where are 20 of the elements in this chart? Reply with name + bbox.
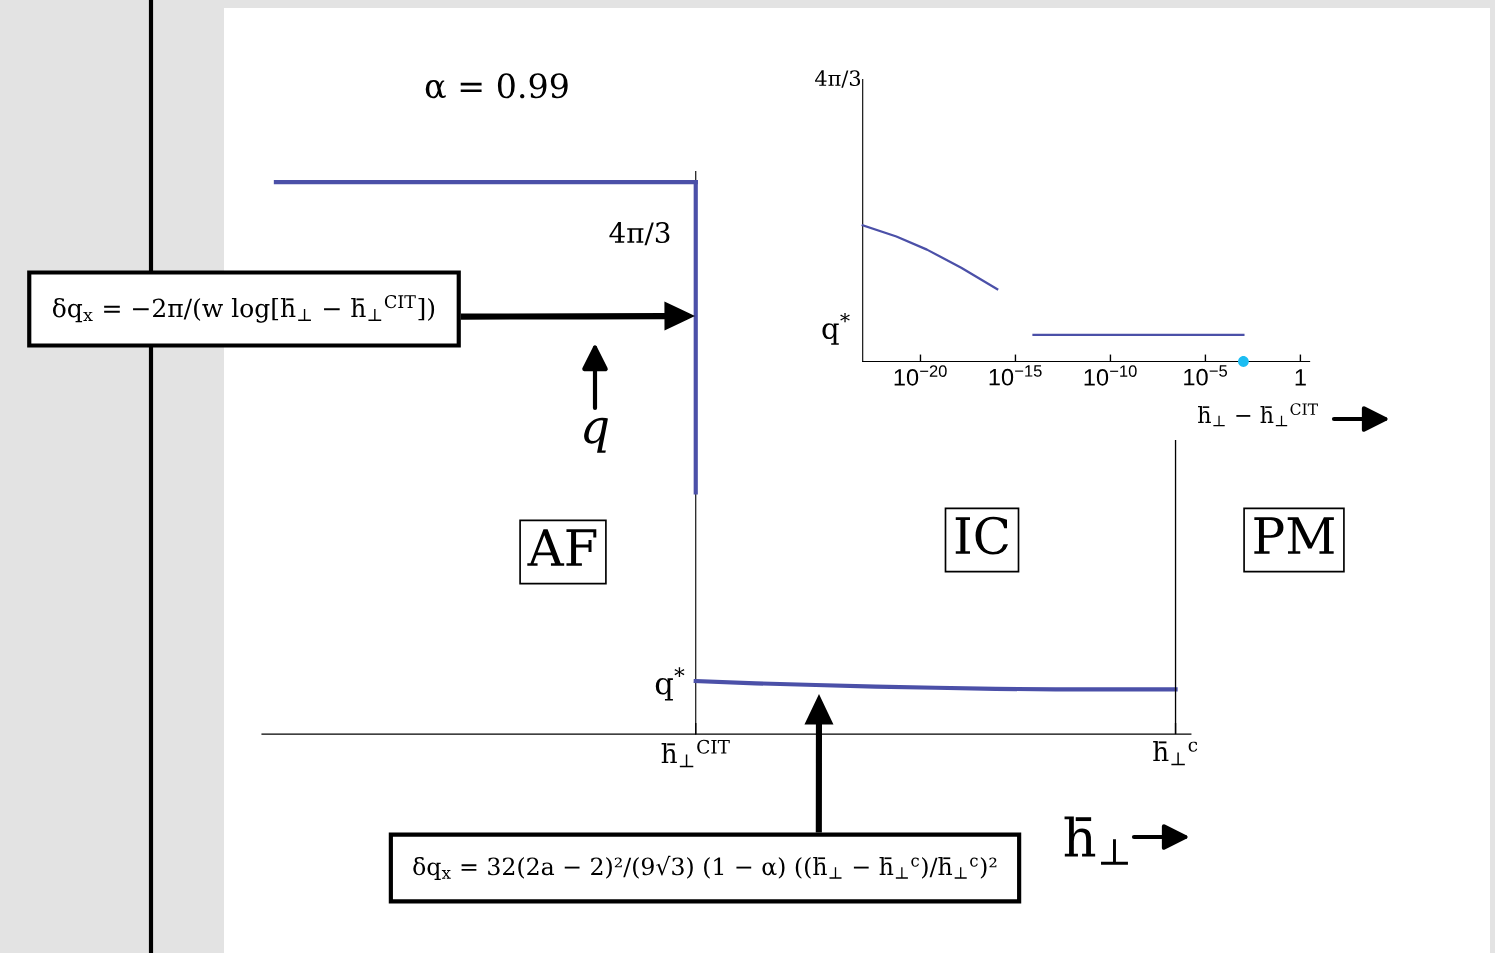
text: δq$_{x}$ = 32(2a − 2)²/(9√3) (1 − α) ((h̄$_{⊥}$ − h̄$_{⊥}$$^{c}$)/h̄$_{⊥}$$^{c}$)² xyxy=(413,855,997,880)
text: 4π/3 xyxy=(815,70,861,88)
chart-title: α = 0.99 xyxy=(425,73,568,99)
annotation: q$^{*}$ xyxy=(655,667,685,701)
annotation: 4π/3 xyxy=(609,222,670,246)
x-tick-label: h̄$_{⊥}$$^{CIT}$ xyxy=(661,739,730,768)
x-tick-label: h̄$_{⊥}$$^{c}$ xyxy=(1153,741,1198,766)
annotation: δq$_{x}$ = −2π/(w log[h̄$_{⊥}$ − h̄$_{⊥}$$^{CIT}$]) xyxy=(53,295,435,323)
annotation: q$^{*}$ xyxy=(822,312,850,345)
x-tick-label: 10$^{−10}$ xyxy=(1084,365,1137,386)
annotation: AF xyxy=(527,529,597,566)
annotation: IC xyxy=(955,516,1008,555)
x-tick-label: 10$^{−20}$ xyxy=(894,365,947,386)
y-axis-title: q xyxy=(584,417,608,453)
x-tick-label: 10$^{−15}$ xyxy=(989,365,1042,386)
x-tick-label: 10$^{−5}$ xyxy=(1184,365,1228,386)
x-axis-title: h̄$_{⊥}$ xyxy=(1064,816,1128,865)
x-tick-label: 1 xyxy=(1295,369,1306,386)
text: PM xyxy=(1254,517,1334,554)
x-axis-title: h̄$_{⊥}$ − h̄$_{⊥}$$^{CIT}$ xyxy=(1198,403,1318,427)
